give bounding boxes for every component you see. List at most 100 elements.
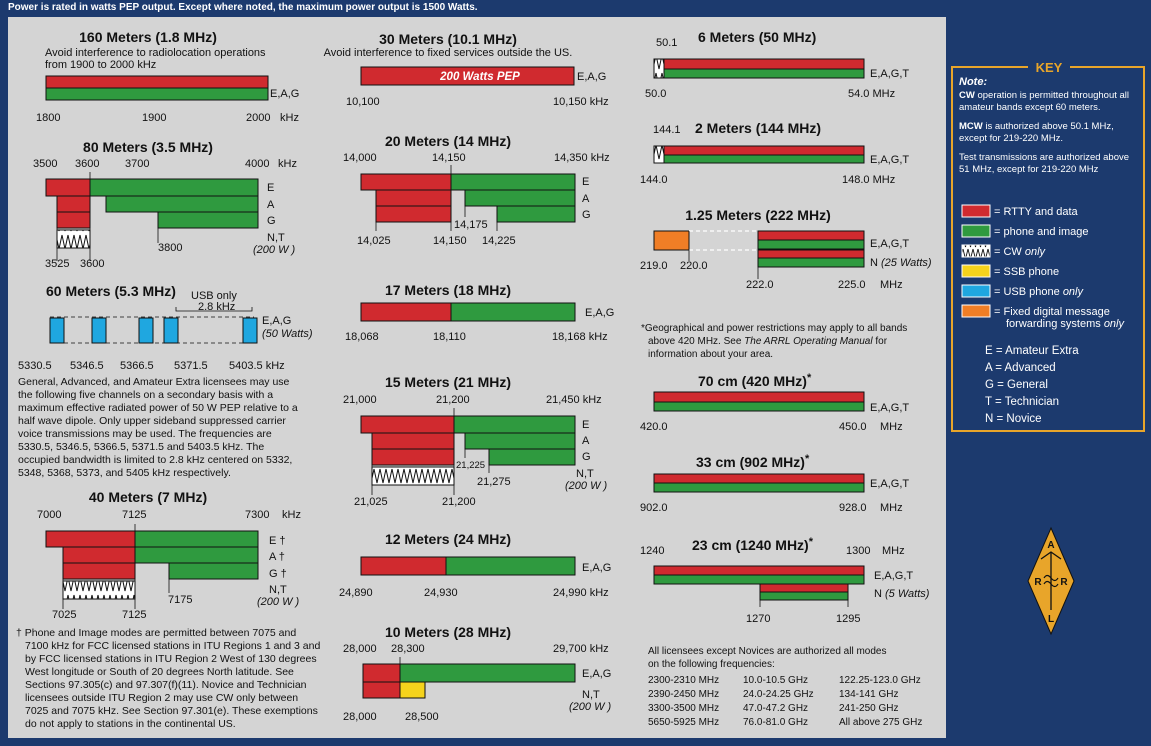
band-40-tick-7175: 7175 bbox=[168, 594, 192, 606]
band-15-tick-21275: 21,275 bbox=[477, 476, 511, 488]
key-class-novice: N = Novice bbox=[985, 413, 1042, 425]
key-swatch-fixed bbox=[961, 304, 991, 318]
key-label-fixed-2: forwarding systems only bbox=[1006, 318, 1125, 330]
band-15-adv-phone bbox=[464, 432, 576, 450]
band-80-tick-3500: 3500 bbox=[33, 158, 57, 170]
band-17-tick-2: 18,110 bbox=[433, 331, 466, 343]
band-40-nt: N,T bbox=[269, 584, 287, 596]
band-2-licenses: E,A,G,T bbox=[870, 154, 909, 166]
band-60-licenses: E,A,G bbox=[262, 315, 291, 327]
all-modes-cell: 3300-3500 MHz bbox=[648, 703, 719, 714]
band-23-title: 23 cm (1240 MHz)* bbox=[692, 536, 814, 553]
band-160-title: 160 Meters (1.8 MHz) bbox=[79, 29, 217, 45]
band-160-phone-bar bbox=[45, 87, 269, 101]
band-60-title: 60 Meters (5.3 MHz) bbox=[46, 283, 176, 299]
all-modes-intro-1: All licensees except Novices are authori… bbox=[648, 646, 886, 657]
band-15-gen-phone bbox=[488, 448, 576, 466]
band-125-fixed-digital bbox=[653, 230, 690, 251]
band-15-row-a: A bbox=[582, 435, 590, 447]
arrl-letter-l: L bbox=[1048, 614, 1054, 625]
band-15-tick-21200: 21,200 bbox=[436, 394, 470, 406]
arrl-letter-r2: R bbox=[1060, 577, 1068, 588]
band-15-tick-21225: 21,225 bbox=[456, 460, 485, 471]
band-80-extra-phone bbox=[89, 178, 259, 197]
arrl-letter-r1: R bbox=[1034, 577, 1042, 588]
band-80-row-e: E bbox=[267, 182, 274, 194]
band-12-phone-bar bbox=[445, 556, 576, 576]
band-20-extra-phone bbox=[450, 173, 576, 191]
band-125-unit: MHz bbox=[880, 279, 903, 291]
band-125-tick-219: 219.0 bbox=[640, 260, 668, 272]
band-6-title: 6 Meters (50 MHz) bbox=[698, 29, 816, 45]
band-12-title: 12 Meters (24 MHz) bbox=[385, 531, 511, 547]
band-33-tick-902: 902.0 bbox=[640, 502, 668, 514]
power-note: Power is rated in watts PEP output. Exce… bbox=[8, 2, 478, 13]
band-15-tick-21025: 21,025 bbox=[354, 496, 388, 508]
band-70-rtty-bar bbox=[653, 391, 865, 403]
band-80-adv-phone bbox=[105, 195, 259, 213]
all-modes-table: 2300-2310 MHz 2390-2450 MHz 3300-3500 MH… bbox=[648, 675, 922, 728]
band-40-footnote-line: do not apply to stations in the continen… bbox=[25, 718, 236, 730]
band-15-gen-rtty bbox=[371, 448, 455, 466]
band-125-tick-225: 225.0 bbox=[838, 279, 866, 291]
band-70-licenses: E,A,G,T bbox=[870, 402, 909, 414]
band-40-novice-cw bbox=[62, 580, 136, 600]
band-10-tick-29700: 29,700 kHz bbox=[553, 643, 609, 655]
key-label-ssb: = SSB phone bbox=[994, 266, 1059, 278]
band-160-rtty-bar bbox=[45, 75, 269, 89]
band-12-rtty-bar bbox=[360, 556, 447, 576]
band-60-usb: USB only bbox=[191, 290, 237, 302]
band-60-tick-2: 5346.5 bbox=[70, 360, 104, 372]
band-70-unit: MHz bbox=[880, 421, 903, 433]
band-23-phone-bar bbox=[653, 574, 865, 585]
key-swatch-ssb bbox=[961, 264, 991, 278]
band-33-unit: MHz bbox=[880, 502, 903, 514]
band-2-tick-144: 144.0 bbox=[640, 174, 668, 186]
band-10-nt: N,T bbox=[582, 689, 600, 701]
band-60-channel-3 bbox=[138, 317, 154, 344]
band-2-title: 2 Meters (144 MHz) bbox=[695, 120, 821, 136]
key-swatch-cw bbox=[961, 244, 991, 258]
band-80-row-g: G bbox=[267, 215, 276, 227]
key-label-usb: = USB phone only bbox=[994, 286, 1084, 298]
band-6-tick-50-1: 50.1 bbox=[656, 37, 677, 49]
band-15-novice-cw bbox=[371, 466, 455, 486]
key-swatch-phone bbox=[961, 224, 991, 238]
band-20-title: 20 Meters (14 MHz) bbox=[385, 133, 511, 149]
key-label-fixed: = Fixed digital message bbox=[994, 306, 1110, 318]
band-60-tick-5: 5403.5 kHz bbox=[229, 360, 285, 372]
band-chart-panel: 160 Meters (1.8 MHz) Avoid interference … bbox=[8, 17, 946, 738]
band-20-row-a: A bbox=[582, 193, 590, 205]
key-note-cw: CW operation is permitted throughout all bbox=[959, 90, 1129, 101]
band-80-title: 80 Meters (3.5 MHz) bbox=[83, 139, 213, 155]
band-40-footnote-line: licensees outside ITU Region 2 may use C… bbox=[25, 692, 298, 704]
band-70-tick-450: 450.0 bbox=[839, 421, 867, 433]
band-40-gen-rtty bbox=[62, 562, 136, 580]
band-17-licenses: E,A,G bbox=[585, 307, 614, 319]
band-30-tick-end: 10,150 kHz bbox=[553, 96, 609, 108]
band-20-tick-14150b: 14,150 bbox=[433, 235, 467, 247]
band-23-tick-1300: 1300 bbox=[846, 545, 870, 557]
all-modes-cell: 5650-5925 MHz bbox=[648, 717, 719, 728]
band-60-text-line: 5348, 5368, 5373, and 5405 kHz respectiv… bbox=[18, 467, 231, 479]
band-20-row-e: E bbox=[582, 176, 589, 188]
all-modes-cell: 2390-2450 MHz bbox=[648, 689, 719, 700]
band-2-rtty-bar bbox=[663, 145, 865, 156]
band-15-title: 15 Meters (21 MHz) bbox=[385, 374, 511, 390]
band-80-tick-3700: 3700 bbox=[125, 158, 149, 170]
band-80-tick-3800: 3800 bbox=[158, 242, 182, 254]
band-15-tick-21200b: 21,200 bbox=[442, 496, 476, 508]
all-modes-cell: 47.0-47.2 GHz bbox=[743, 703, 808, 714]
band-15-row-g: G bbox=[582, 451, 591, 463]
key-swatch-rtty bbox=[961, 204, 991, 218]
band-80-nt: N,T bbox=[267, 232, 285, 244]
band-60-text-line: half wave dipole. Only upper sideband su… bbox=[18, 415, 286, 427]
key-label-cw: = CW only bbox=[994, 246, 1047, 258]
band-33-phone-bar bbox=[653, 482, 865, 493]
key-title: KEY bbox=[1036, 60, 1063, 75]
band-125-novice-phone bbox=[757, 257, 865, 268]
band-60-tick-4: 5371.5 bbox=[174, 360, 208, 372]
geo-footnote-1: *Geographical and power restrictions may… bbox=[641, 323, 907, 334]
band-20-tick-14350: 14,350 kHz bbox=[554, 152, 610, 164]
band-20-gen-rtty bbox=[375, 205, 452, 223]
